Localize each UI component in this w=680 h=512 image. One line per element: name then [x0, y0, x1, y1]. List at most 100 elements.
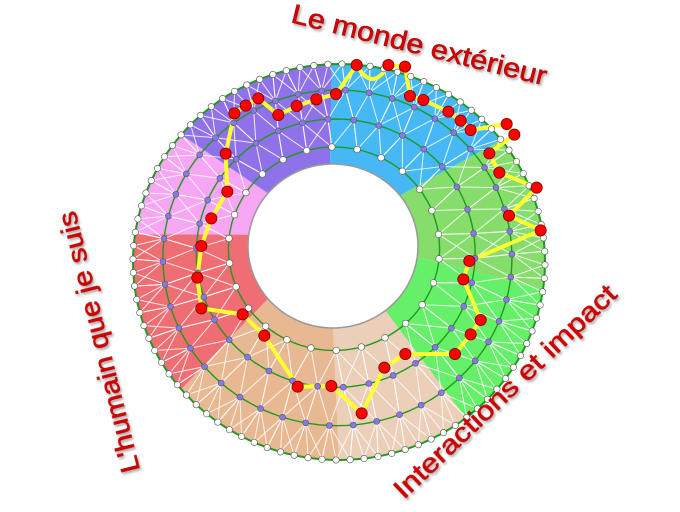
spoke-line: [383, 68, 393, 99]
spoke-line: [164, 156, 187, 175]
spoke-line: [282, 385, 318, 418]
ring-spokes: [132, 63, 546, 461]
spoke-line: [417, 405, 422, 445]
spoke-line: [197, 272, 237, 288]
spoke-line: [161, 347, 191, 363]
middle-node: [216, 175, 224, 182]
spoke-line: [441, 132, 455, 167]
spoke-line: [321, 425, 330, 460]
spoke-line: [474, 360, 506, 379]
spoke-line: [510, 276, 541, 306]
spoke-line: [488, 341, 521, 357]
spoke-line: [164, 283, 205, 298]
spoke-line: [331, 119, 355, 148]
middle-node: [183, 170, 190, 178]
spoke-line: [190, 339, 230, 349]
spoke-line: [200, 114, 234, 124]
middle-node: [508, 250, 516, 258]
spoke-line: [220, 356, 248, 384]
edge-node: [133, 295, 141, 303]
spoke-line: [176, 348, 191, 385]
spoke-line: [441, 392, 478, 410]
spoke-line: [136, 283, 166, 300]
middle-node: [373, 418, 381, 425]
spoke-line: [157, 167, 187, 175]
spoke-line: [260, 370, 270, 409]
middle-node: [257, 405, 264, 412]
middle-node: [349, 421, 357, 429]
spoke-line: [419, 166, 443, 190]
spoke-line: [420, 404, 456, 426]
edge-node: [269, 70, 277, 78]
spoke-line: [342, 387, 354, 426]
spoke-line: [310, 347, 319, 387]
spoke-line: [190, 124, 216, 139]
edge-node: [505, 146, 513, 154]
spoke-line: [356, 125, 380, 150]
path-node: [221, 185, 234, 198]
spoke-line: [297, 67, 301, 95]
spoke-line: [431, 208, 468, 212]
spoke-line: [157, 168, 177, 195]
edge-node: [366, 62, 374, 70]
edge-node: [290, 451, 298, 459]
edge-node: [493, 385, 501, 393]
spoke-line: [137, 218, 165, 240]
path-node: [530, 181, 543, 194]
spoke-line: [162, 247, 197, 263]
spoke-line: [253, 110, 257, 144]
middle-node: [437, 389, 445, 397]
path-node: [191, 271, 204, 284]
ring-line: [195, 118, 476, 389]
edge-node: [414, 441, 422, 449]
edge-node: [519, 169, 527, 177]
spoke-line: [469, 119, 483, 150]
middle-node: [464, 206, 471, 213]
spoke-line: [510, 276, 543, 293]
spoke-line: [186, 382, 222, 396]
spoke-line: [405, 323, 417, 364]
spoke-line: [434, 87, 437, 119]
spoke-line: [168, 366, 205, 375]
spoke-line: [134, 261, 164, 287]
spoke-line: [199, 223, 230, 240]
spoke-line: [420, 404, 444, 433]
middle-node: [450, 129, 458, 136]
middle-node: [375, 122, 383, 129]
spoke-line: [470, 128, 492, 150]
edge-node: [310, 61, 318, 69]
spoke-line: [197, 262, 230, 274]
spoke-line: [352, 383, 370, 426]
spoke-line: [467, 187, 497, 210]
spoke-line: [199, 154, 221, 179]
edge-node: [250, 438, 258, 446]
path-node: [403, 90, 416, 103]
spoke-line: [172, 145, 200, 156]
spoke-line: [378, 125, 382, 158]
edge-node: [539, 288, 547, 296]
spoke-line: [143, 306, 171, 327]
middle-node: [481, 164, 488, 171]
spoke-line: [402, 118, 436, 136]
spoke-line: [459, 377, 488, 400]
middle-node: [456, 374, 463, 382]
spoke-line: [368, 71, 398, 94]
spoke-line: [175, 194, 201, 224]
path-node: [463, 254, 476, 267]
spoke-line: [229, 408, 261, 431]
spoke-line: [233, 122, 237, 160]
spoke-line: [133, 238, 165, 247]
spoke-line: [363, 421, 378, 459]
path-node: [448, 347, 461, 360]
path-node: [508, 128, 521, 141]
edge-node: [131, 282, 139, 290]
spoke-line: [255, 143, 263, 175]
spoke-line: [255, 142, 284, 161]
spoke-line: [145, 192, 169, 217]
spoke-line: [246, 84, 255, 111]
spoke-line: [219, 177, 247, 194]
spoke-line: [484, 161, 517, 168]
edge-node: [541, 261, 549, 269]
spoke-line: [272, 74, 276, 102]
spoke-line: [360, 346, 370, 384]
